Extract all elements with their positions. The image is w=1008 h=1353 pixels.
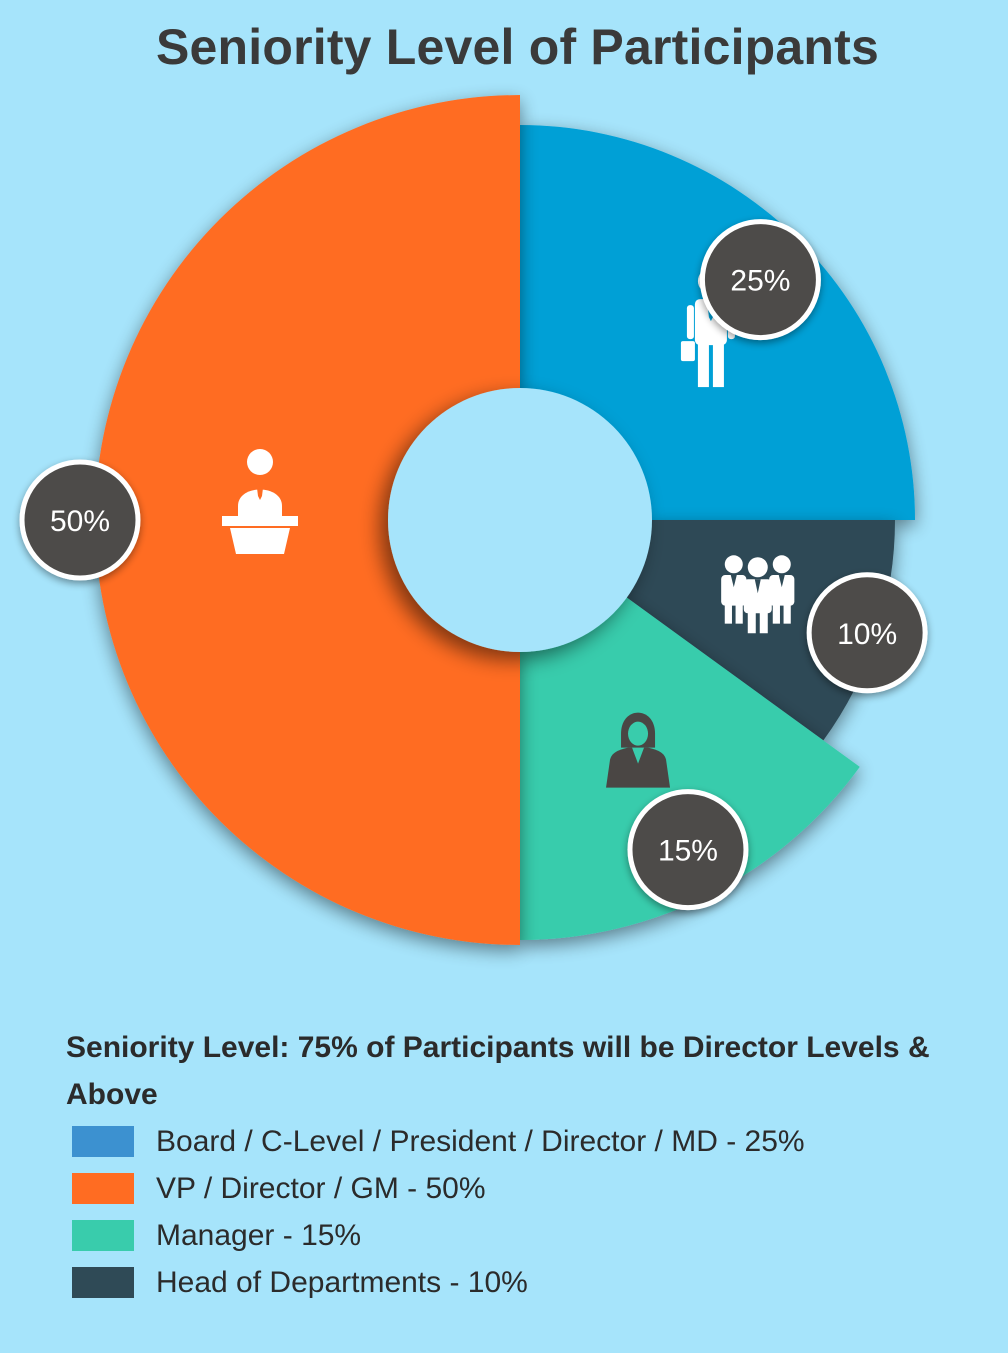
legend-label: Board / C-Level / President / Director /… xyxy=(156,1124,805,1158)
legend-item: Board / C-Level / President / Director /… xyxy=(72,1118,805,1165)
badge-circle xyxy=(699,219,821,341)
slice-manager xyxy=(520,596,860,940)
slice-value-label: 15% xyxy=(658,835,718,868)
legend: Board / C-Level / President / Director /… xyxy=(72,1118,805,1306)
legend-swatch xyxy=(72,1220,134,1251)
legend-swatch xyxy=(72,1267,134,1298)
percent-badge: 15% xyxy=(627,789,749,911)
chart-title: Seniority Level of Participants xyxy=(155,19,880,75)
donut-chart: 25% 10% 15% 50% xyxy=(19,95,928,945)
slice-value-label: 25% xyxy=(730,265,790,298)
legend-item: Manager - 15% xyxy=(72,1212,805,1259)
legend-item: VP / Director / GM - 50% xyxy=(72,1165,805,1212)
group-icon xyxy=(721,555,795,634)
woman-icon xyxy=(606,712,671,788)
legend-label: Manager - 15% xyxy=(156,1218,362,1252)
legend-swatch xyxy=(72,1173,134,1204)
percent-badge: 50% xyxy=(19,459,141,581)
legend-label: VP / Director / GM - 50% xyxy=(156,1171,486,1205)
donut-hole xyxy=(388,388,652,652)
badge-circle xyxy=(19,459,141,581)
slice-value-label: 10% xyxy=(837,618,897,651)
badge-circle xyxy=(806,572,928,694)
slice-vp xyxy=(95,95,520,945)
legend-label: Head of Departments - 10% xyxy=(156,1265,528,1299)
legend-heading: Seniority Level: 75% of Participants wil… xyxy=(66,1031,930,1111)
legend-swatch xyxy=(72,1126,134,1157)
badge-circle xyxy=(627,789,749,911)
percent-badge: 25% xyxy=(699,219,821,341)
speaker-podium-icon xyxy=(222,449,298,554)
slice-value-label: 50% xyxy=(50,505,110,538)
percent-badge: 10% xyxy=(806,572,928,694)
legend-item: Head of Departments - 10% xyxy=(72,1259,805,1306)
